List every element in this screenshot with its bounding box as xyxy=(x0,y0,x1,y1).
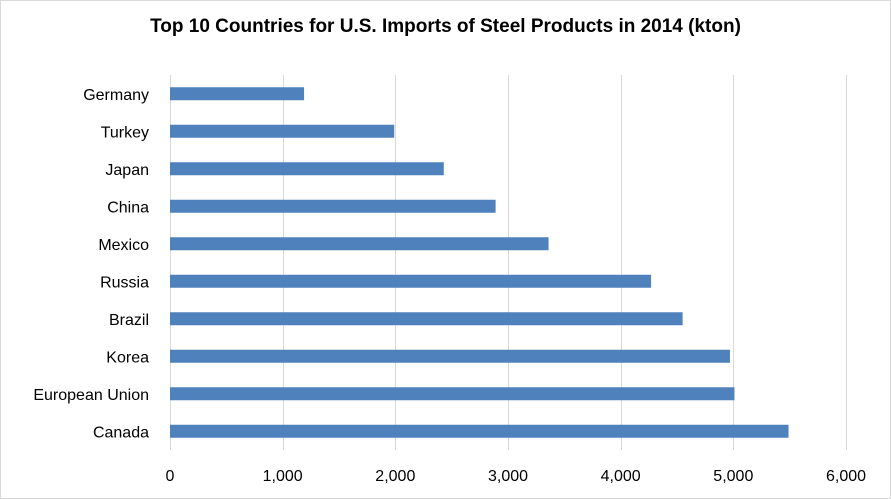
bar xyxy=(170,199,496,213)
bar xyxy=(170,162,444,176)
category-label: China xyxy=(107,199,149,216)
x-tick-label: 5,000 xyxy=(713,468,753,485)
category-label: Turkey xyxy=(101,124,149,141)
category-label: Korea xyxy=(106,349,149,366)
bar xyxy=(170,124,395,138)
x-tick-label: 1,000 xyxy=(263,468,303,485)
bar xyxy=(170,312,683,326)
category-label: Brazil xyxy=(109,312,149,329)
x-tick-label: 6,000 xyxy=(826,468,866,485)
category-labels: Germany Turkey Japan China Mexico Russia Brazi… xyxy=(33,87,149,442)
bar xyxy=(170,424,789,438)
category-label: European Union xyxy=(33,387,149,404)
x-tick-label: 0 xyxy=(166,468,175,485)
bar xyxy=(170,387,735,401)
chart-title: Top 10 Countries for U.S. Imports of Ste… xyxy=(150,16,741,37)
x-axis-tick-labels: 0 1,000 2,000 3,000 4,000 5,000 6,000 xyxy=(166,468,867,485)
bar xyxy=(170,349,730,363)
x-tick-label: 2,000 xyxy=(375,468,415,485)
category-label: Germany xyxy=(83,87,149,104)
bars xyxy=(170,87,789,438)
category-label: Mexico xyxy=(98,237,149,254)
bar xyxy=(170,274,652,288)
bar xyxy=(170,237,549,251)
category-label: Japan xyxy=(105,162,149,179)
category-label: Russia xyxy=(100,274,149,291)
bar xyxy=(170,87,305,101)
category-label: Canada xyxy=(93,424,149,441)
x-tick-label: 3,000 xyxy=(488,468,528,485)
x-tick-label: 4,000 xyxy=(601,468,641,485)
